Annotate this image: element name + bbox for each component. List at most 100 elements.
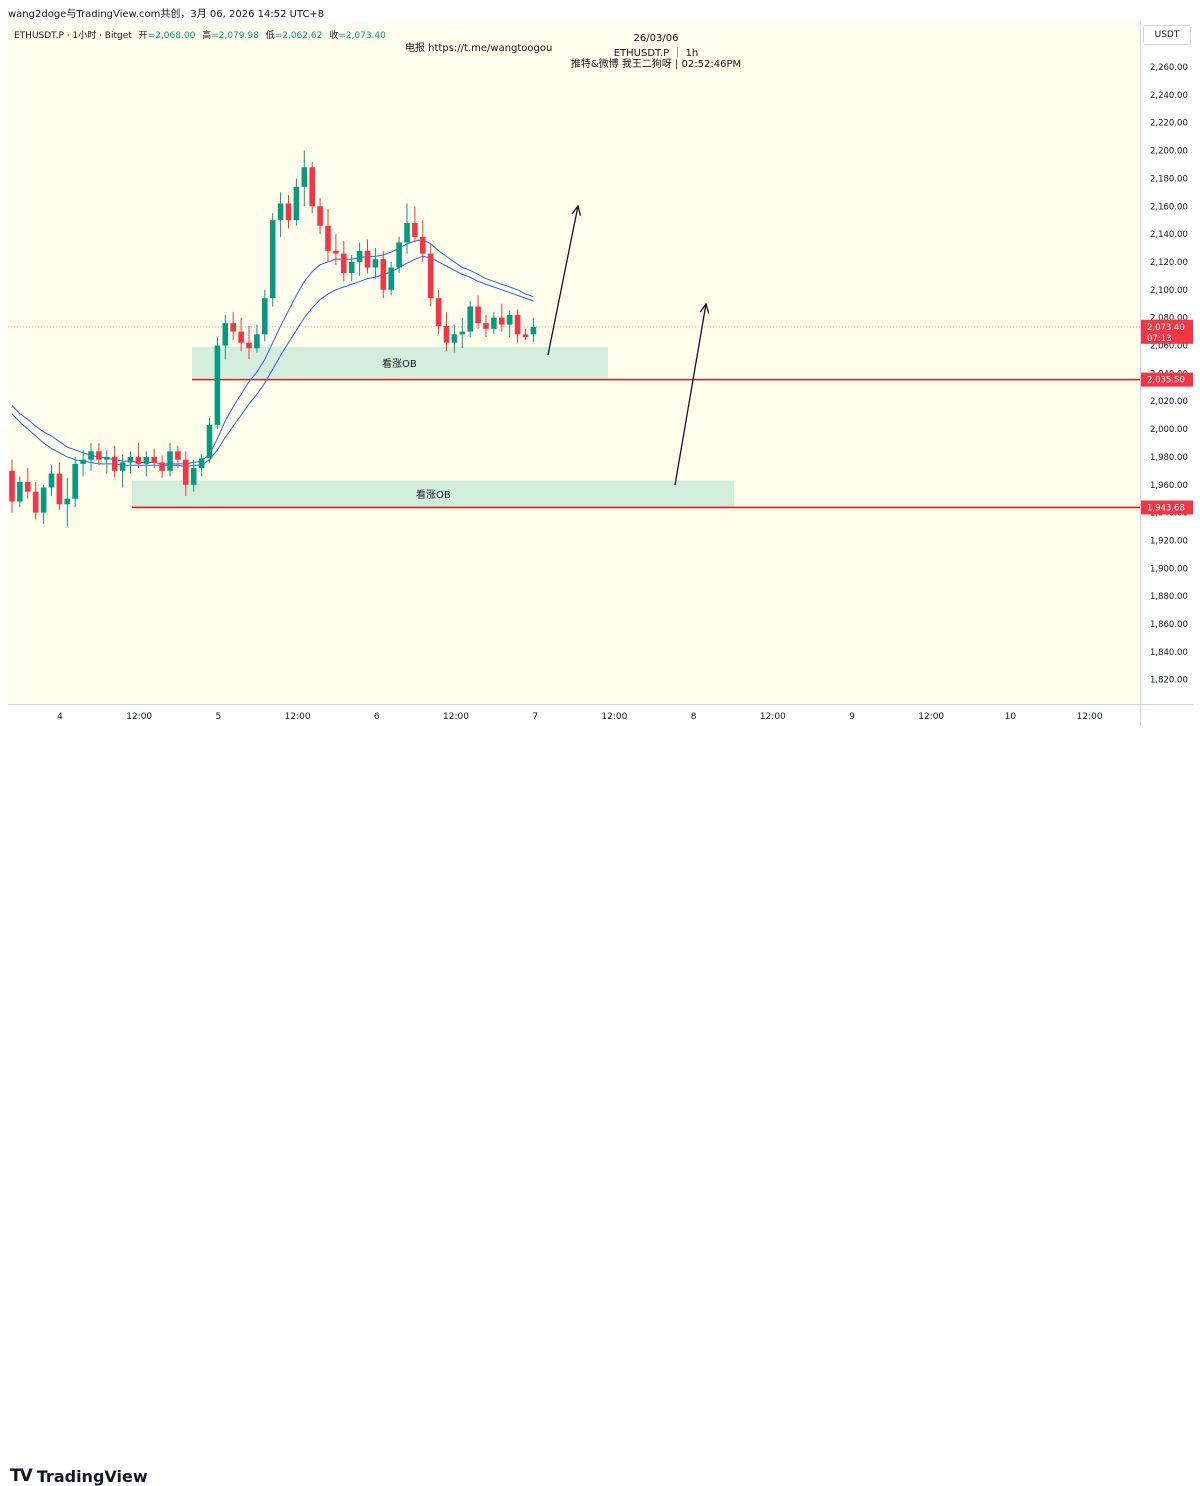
candle-body bbox=[143, 456, 150, 464]
time-axis[interactable]: 4 12:00 5 12:00 6 12:00 7 12:00 8 12:00 9 12:00 10 12… bbox=[8, 704, 1140, 727]
level-upper-label: 2,035.50 bbox=[1141, 372, 1193, 387]
candle-body bbox=[32, 491, 39, 513]
candle-body bbox=[230, 323, 236, 332]
candle-body bbox=[167, 451, 173, 471]
top-bar: wang2doge与TradingView.com共创，3月 06, 2026 … bbox=[0, 0, 1200, 22]
price-tick-label: 2,180.00 bbox=[1150, 174, 1188, 184]
price-tick-label: 2,160.00 bbox=[1150, 202, 1188, 212]
trend-arrow-head bbox=[699, 302, 710, 314]
axis-corner bbox=[1140, 704, 1193, 727]
candle-body bbox=[254, 334, 260, 349]
time-tick-label: 12:00 bbox=[760, 712, 786, 722]
price-tick-label: 2,200.00 bbox=[1150, 147, 1188, 157]
social-watermark: 推特&微博 我王二狗呀 | 02:52:46PM bbox=[570, 59, 742, 70]
ob-zone-label: 看涨OB bbox=[382, 357, 417, 370]
chart-pane[interactable]: 看涨OB 看涨OB ETHUSDT.P · 1小时 · Bitget 开=2,06… bbox=[8, 22, 1140, 704]
candle-body bbox=[9, 470, 15, 502]
ob-zone bbox=[132, 480, 734, 508]
price-tick-label: 1,880.00 bbox=[1150, 592, 1188, 602]
price-tick-label: 2,060.00 bbox=[1150, 342, 1188, 352]
candle-body bbox=[104, 456, 110, 460]
candle-body bbox=[427, 253, 434, 299]
candle-body bbox=[198, 458, 205, 469]
candle-body bbox=[404, 222, 410, 243]
symbol-legend: ETHUSDT.P · 1小时 · Bitget 开=2,068.00 高=2,… bbox=[14, 28, 386, 41]
date-watermark: 26/03/06 bbox=[633, 33, 679, 44]
price-tick-label: 2,020.00 bbox=[1150, 397, 1188, 407]
candle-body bbox=[64, 498, 71, 505]
candle-body bbox=[56, 473, 63, 505]
level-lower-label-text: 1,943.68 bbox=[1147, 503, 1185, 513]
candle-body bbox=[151, 456, 157, 463]
candle-body bbox=[88, 451, 94, 460]
candle-body bbox=[356, 250, 363, 262]
price-axis[interactable]: 2,260.00 2,240.00 2,220.00 2,200.00 2,180.00… bbox=[1140, 22, 1193, 704]
price-tick-label: 2,220.00 bbox=[1150, 119, 1188, 129]
price-tick-label: 1,820.00 bbox=[1150, 676, 1188, 686]
last-price-label-countdown: 07:13 bbox=[1147, 334, 1172, 344]
level-upper-label-text: 2,035.50 bbox=[1147, 376, 1185, 386]
candle-body bbox=[301, 167, 308, 187]
price-tick-label: 2,140.00 bbox=[1150, 230, 1188, 240]
tradingview-logo[interactable]: TV TradingView bbox=[10, 1466, 148, 1486]
candle-body bbox=[459, 331, 466, 335]
currency-unit-button[interactable]: USDT bbox=[1143, 25, 1191, 45]
trend-arrow bbox=[547, 205, 579, 356]
price-tick-label: 1,980.00 bbox=[1150, 453, 1188, 463]
time-tick-label: 12:00 bbox=[601, 712, 627, 722]
time-tick-label: 6 bbox=[374, 712, 380, 722]
tradingview-wordmark: TradingView bbox=[36, 1466, 148, 1486]
candle-body bbox=[222, 323, 229, 346]
candle-body bbox=[17, 481, 23, 502]
low-label: 低 bbox=[265, 31, 275, 41]
candle-body bbox=[277, 203, 284, 221]
time-tick-label: 12:00 bbox=[126, 712, 152, 722]
candle-body bbox=[40, 487, 47, 513]
ob-zone bbox=[192, 346, 608, 379]
candle-body bbox=[506, 314, 513, 325]
candle-body bbox=[483, 323, 489, 329]
price-tick-label: 2,000.00 bbox=[1150, 425, 1188, 435]
candle-body bbox=[317, 206, 323, 226]
candle-body bbox=[72, 463, 78, 499]
price-tick-label: 1,900.00 bbox=[1150, 564, 1188, 574]
symbol-watermark: ETHUSDT.P ｜ 1h bbox=[613, 48, 699, 59]
candle-body bbox=[111, 456, 118, 471]
candle-body bbox=[443, 326, 450, 343]
candle-body bbox=[435, 298, 442, 327]
time-tick-label: 7 bbox=[532, 712, 538, 722]
close-value: =2,073.40 bbox=[338, 31, 386, 41]
candle-body bbox=[159, 462, 165, 471]
time-tick-label: 4 bbox=[57, 712, 63, 722]
candle-body bbox=[309, 167, 315, 207]
level-lower-label-bg bbox=[1141, 500, 1193, 515]
trend-arrow bbox=[674, 303, 707, 486]
candle-body bbox=[238, 331, 244, 343]
candle-body bbox=[396, 242, 402, 268]
candle-body bbox=[412, 222, 418, 237]
candle-body bbox=[467, 306, 473, 332]
candle-body bbox=[325, 225, 331, 251]
open-label: 开 bbox=[138, 31, 148, 41]
candle-body bbox=[175, 451, 181, 460]
price-tick-label: 1,920.00 bbox=[1150, 536, 1188, 546]
last-price-label-text: 2,073.40 bbox=[1147, 323, 1185, 333]
candle-body bbox=[190, 468, 197, 485]
price-tick-label: 1,860.00 bbox=[1150, 620, 1188, 630]
price-tick-label: 2,260.00 bbox=[1150, 63, 1188, 73]
chart-author-title: wang2doge与TradingView.com共创，3月 06, 2026 … bbox=[8, 9, 325, 20]
low-value: =2,062.62 bbox=[274, 31, 323, 41]
price-tick-label: 1,960.00 bbox=[1150, 481, 1188, 491]
candle-body bbox=[451, 334, 458, 343]
high-value: =2,079.98 bbox=[211, 31, 259, 41]
candle-body bbox=[364, 250, 371, 268]
candle-body bbox=[135, 456, 142, 464]
candle-body bbox=[514, 314, 521, 335]
candle-body bbox=[48, 473, 55, 488]
time-tick-label: 12:00 bbox=[443, 712, 469, 722]
candlestick-chart[interactable]: 看涨OB 看涨OB bbox=[8, 22, 1140, 704]
price-tick-label: 1,840.00 bbox=[1150, 648, 1188, 658]
time-tick-label: 12:00 bbox=[1077, 712, 1103, 722]
candle-body bbox=[475, 306, 481, 324]
